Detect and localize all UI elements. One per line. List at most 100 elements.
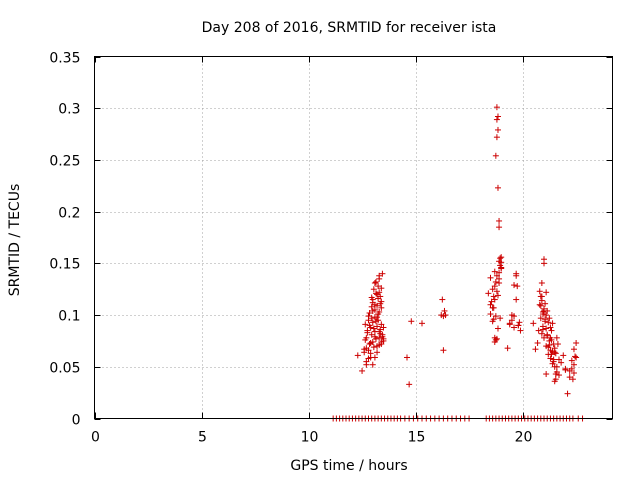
data-point	[551, 378, 558, 385]
data-point	[371, 354, 378, 361]
data-point	[545, 344, 552, 351]
data-point	[363, 361, 370, 368]
data-point	[548, 351, 555, 358]
x-axis-title: GPS time / hours	[290, 458, 407, 474]
data-point	[496, 275, 503, 282]
data-point	[365, 355, 372, 362]
data-point	[570, 361, 577, 368]
data-point	[511, 282, 518, 289]
data-point	[376, 328, 383, 335]
data-point	[369, 299, 376, 306]
data-point	[538, 330, 545, 337]
data-point	[367, 339, 374, 346]
data-point	[538, 280, 545, 287]
x-tick-label: 5	[198, 430, 207, 446]
data-point	[378, 298, 385, 305]
data-point	[564, 390, 571, 397]
x-tick-label: 0	[91, 430, 100, 446]
data-point	[541, 256, 548, 263]
data-point	[359, 367, 366, 374]
data-point	[491, 283, 498, 290]
data-point	[562, 366, 569, 373]
data-point	[541, 305, 548, 312]
data-point	[513, 296, 520, 303]
data-point	[368, 294, 375, 301]
data-point	[368, 303, 375, 310]
data-point	[378, 321, 385, 328]
data-point	[491, 296, 498, 303]
data-point	[374, 349, 381, 356]
data-point	[380, 324, 387, 331]
data-point	[493, 104, 500, 111]
data-point	[354, 352, 361, 359]
data-point	[440, 347, 447, 354]
data-point	[537, 302, 544, 309]
data-point	[365, 313, 372, 320]
data-point	[376, 342, 383, 349]
data-point	[532, 346, 539, 353]
data-point	[552, 371, 559, 378]
data-point	[543, 371, 550, 378]
data-point	[508, 312, 515, 319]
data-point	[494, 325, 501, 332]
data-point	[488, 298, 495, 305]
data-point	[368, 331, 375, 338]
data-point	[530, 320, 537, 327]
data-point	[374, 323, 381, 330]
data-point	[491, 268, 498, 275]
data-point	[375, 311, 382, 318]
data-point	[547, 347, 554, 354]
grid	[94, 56, 613, 419]
data-point	[555, 356, 562, 363]
data-point	[369, 307, 376, 314]
data-point	[494, 113, 501, 120]
x-tick-label: 20	[515, 430, 533, 446]
data-point	[539, 326, 546, 333]
data-point	[545, 319, 552, 326]
data-point	[372, 278, 379, 285]
data-point	[442, 312, 449, 319]
data-point	[496, 217, 503, 224]
data-point	[516, 319, 523, 326]
data-point	[547, 355, 554, 362]
data-point	[370, 286, 377, 293]
data-point	[554, 341, 561, 348]
data-point	[542, 300, 549, 307]
y-tick-label: 0.05	[49, 361, 80, 377]
data-point	[546, 315, 553, 322]
data-point	[408, 318, 415, 325]
axis-ticks	[94, 56, 613, 420]
data-point	[551, 349, 558, 356]
data-point	[487, 301, 494, 308]
data-point	[362, 336, 369, 343]
data-point	[366, 322, 373, 329]
data-point	[371, 280, 378, 287]
data-point	[492, 152, 499, 159]
y-tick-label: 0.35	[49, 51, 80, 67]
data-point	[492, 278, 499, 285]
data-point	[572, 353, 579, 360]
data-point	[374, 302, 381, 309]
data-point	[511, 324, 518, 331]
data-point	[489, 286, 496, 293]
data-point	[494, 184, 501, 191]
data-point	[504, 345, 511, 352]
data-point	[497, 315, 504, 322]
data-point	[498, 265, 505, 272]
data-point	[553, 334, 560, 341]
data-point	[493, 134, 500, 141]
data-point	[370, 325, 377, 332]
data-point	[378, 338, 385, 345]
data-point	[515, 322, 522, 329]
data-point	[550, 356, 557, 363]
data-point	[493, 116, 500, 123]
data-point	[406, 381, 413, 388]
y-tick-label: 0.2	[58, 206, 80, 222]
data-point	[549, 360, 556, 367]
data-point	[441, 307, 448, 314]
data-point	[549, 320, 556, 327]
data-point	[375, 295, 382, 302]
data-point	[535, 327, 542, 334]
data-point	[538, 297, 545, 304]
data-point	[494, 292, 501, 299]
